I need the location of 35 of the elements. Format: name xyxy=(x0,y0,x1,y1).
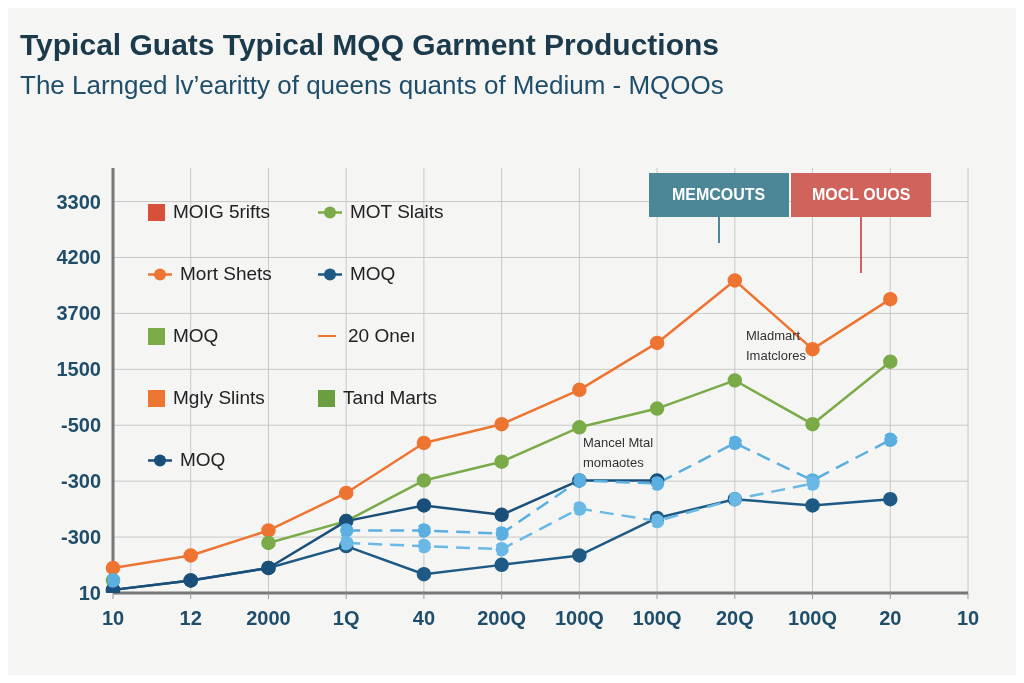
x-tick-label: 40 xyxy=(412,607,436,630)
text: 1500 xyxy=(56,357,101,382)
legend-label: Mort Shets xyxy=(180,263,272,285)
text: 3700 xyxy=(56,301,101,326)
chart-subtitle: The Larnged lv’earitty of queens quants of Medium - MQOOs xyxy=(20,70,724,101)
x-tick-label: 10 xyxy=(956,607,980,630)
text: MOCL OUOS xyxy=(791,173,932,217)
text: 3300 xyxy=(56,189,101,214)
text: 4200 xyxy=(56,245,101,270)
x-tick-label: 100Q xyxy=(554,607,604,630)
x-tick-label: 100Q xyxy=(788,607,838,630)
annotation: Mgly Slints xyxy=(173,387,265,409)
x-tick-label: 100Q xyxy=(632,607,682,630)
x-tick-label: 20 xyxy=(879,607,902,630)
annotation: Tand Marts xyxy=(343,387,437,409)
x-tick-label: 1Q xyxy=(332,607,360,630)
x-tick-label: 10 xyxy=(101,607,125,630)
chart-title: Typical Guats Typical MQQ Garment Productions xyxy=(20,28,720,62)
text: -500 xyxy=(60,413,101,438)
legend-label: MOQ xyxy=(180,449,226,471)
text: MOIG 5rifts xyxy=(173,201,271,223)
legend-label: MOQ xyxy=(350,263,396,285)
annotation: 20 Oneı xyxy=(348,325,416,347)
x-tick-label: 200Q xyxy=(477,607,527,630)
x-tick-label: 20Q xyxy=(715,607,754,630)
text: MEMCOUTS xyxy=(648,173,789,217)
annotation: Mladmart Imatclores xyxy=(746,327,806,365)
x-tick-label: 12 xyxy=(179,607,202,630)
x-tick-label: 2000 xyxy=(246,607,291,630)
text: -300 xyxy=(60,525,101,550)
text: -300 xyxy=(60,469,101,494)
text: 10 xyxy=(78,581,101,605)
annotation: MOQ xyxy=(173,325,219,347)
annotation: Mancel Mtal momaotes xyxy=(583,434,654,472)
legend-label: MOT Slaits xyxy=(350,201,444,223)
